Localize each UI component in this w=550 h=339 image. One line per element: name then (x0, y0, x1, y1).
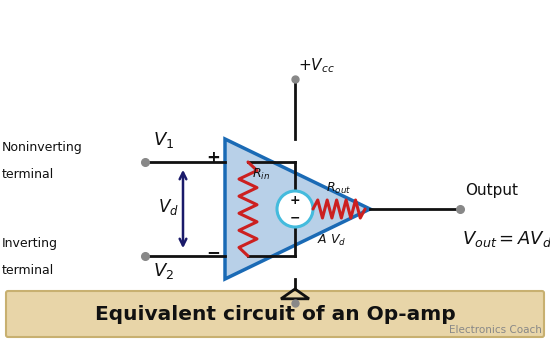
Text: $V_d$: $V_d$ (158, 197, 179, 217)
Text: Electronics Coach: Electronics Coach (449, 325, 542, 335)
Text: $V_2$: $V_2$ (153, 261, 174, 281)
Text: +: + (290, 194, 300, 206)
Text: $+V_{cc}$: $+V_{cc}$ (298, 56, 335, 75)
Text: $V_{out} = AV_d$: $V_{out} = AV_d$ (462, 229, 550, 249)
Text: −: − (290, 212, 300, 224)
Text: terminal: terminal (2, 264, 54, 277)
Text: terminal: terminal (2, 168, 54, 181)
Text: −: − (206, 243, 220, 261)
Circle shape (277, 191, 313, 227)
Text: $A\ V_d$: $A\ V_d$ (317, 233, 346, 248)
FancyBboxPatch shape (6, 291, 544, 337)
Text: Equivalent circuit of an Op-amp: Equivalent circuit of an Op-amp (95, 304, 455, 323)
Text: $-V_{EE}$: $-V_{EE}$ (298, 314, 337, 333)
Text: $R_{out}$: $R_{out}$ (326, 181, 351, 196)
Text: $R_{in}$: $R_{in}$ (252, 167, 270, 182)
Text: +: + (206, 149, 220, 167)
Text: $V_1$: $V_1$ (153, 130, 174, 150)
Text: Output: Output (465, 183, 518, 199)
Polygon shape (225, 139, 370, 279)
Text: Noninverting: Noninverting (2, 141, 82, 154)
Text: Inverting: Inverting (2, 237, 58, 250)
